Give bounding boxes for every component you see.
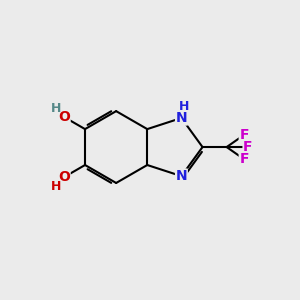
Text: F: F [243, 140, 253, 154]
Text: H: H [51, 102, 61, 115]
Text: F: F [239, 128, 249, 142]
Text: O: O [58, 110, 70, 124]
Text: N: N [176, 169, 187, 183]
Text: O: O [58, 170, 70, 184]
Text: H: H [51, 180, 61, 193]
Text: N: N [176, 111, 187, 125]
Text: H: H [178, 100, 189, 113]
Text: F: F [239, 152, 249, 166]
